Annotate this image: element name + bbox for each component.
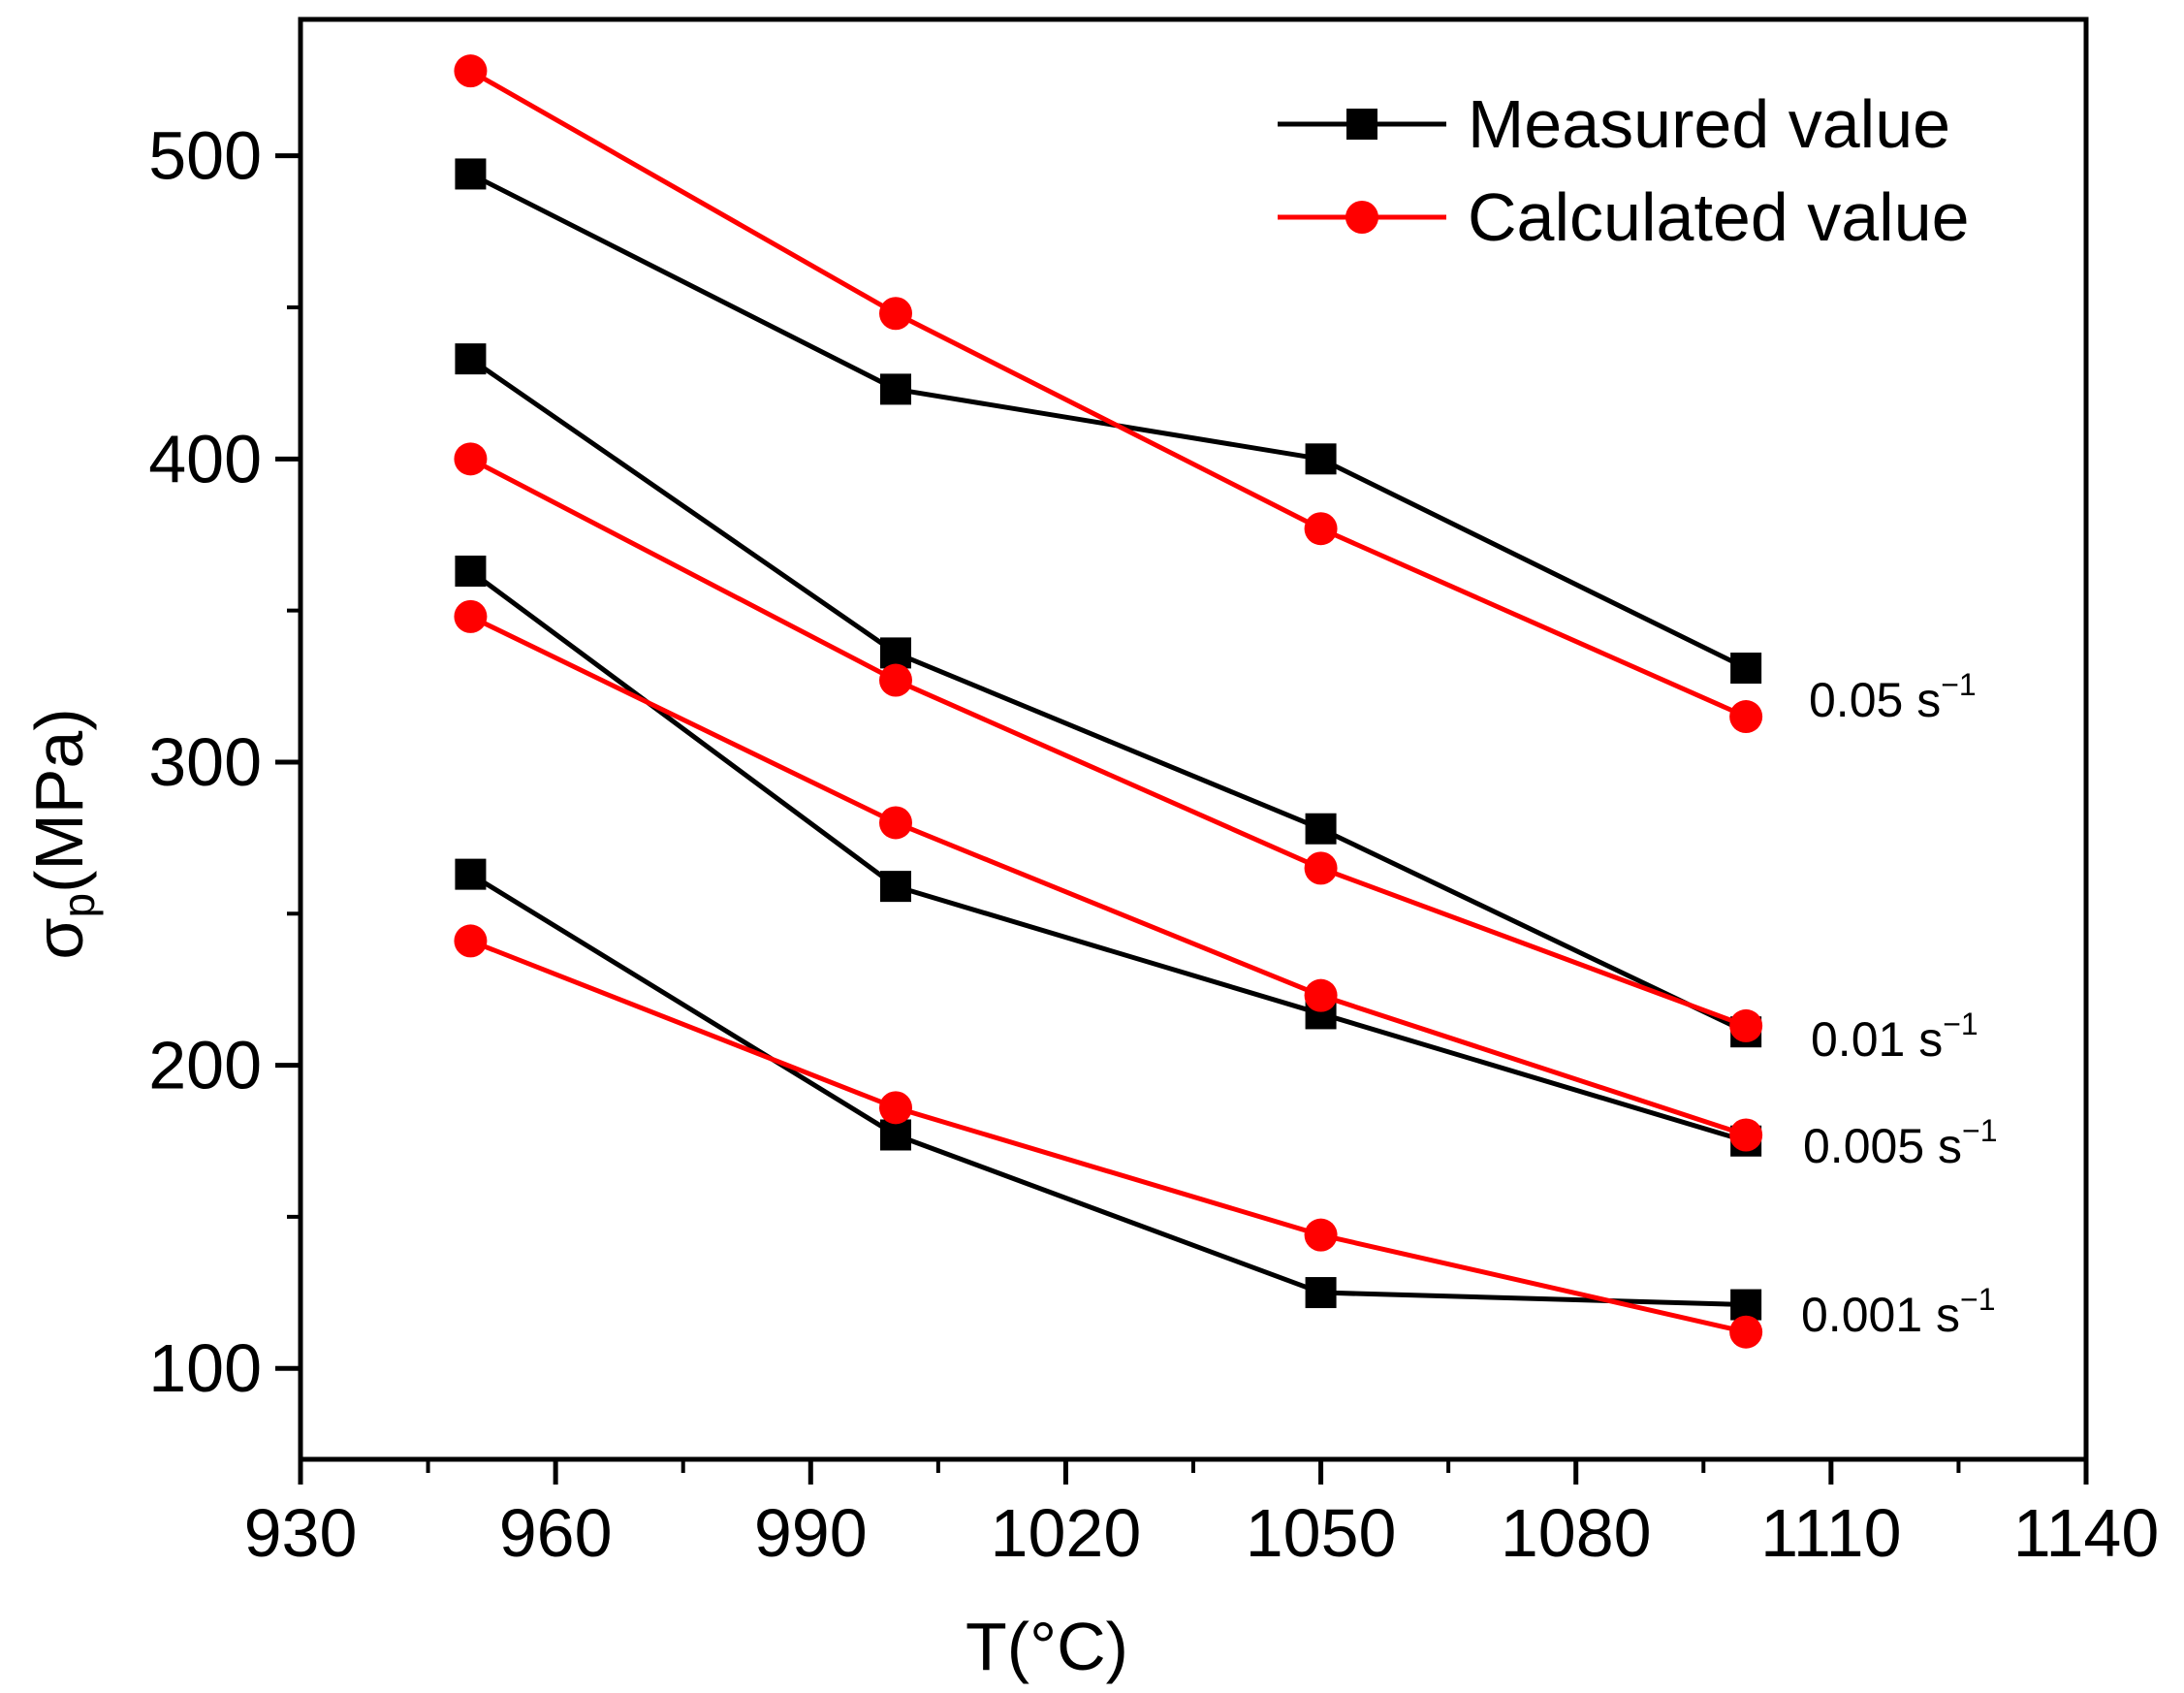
rate-label-0.01: 0.01 s−1	[1811, 1006, 1978, 1067]
data-point-circle	[454, 442, 488, 476]
series-layer	[454, 54, 1763, 1349]
legend: Measured value Calculated value	[1278, 86, 1970, 255]
y-axis-title-rest: (MPa)	[21, 708, 97, 893]
rate-label-0.05-text: 0.05 s	[1809, 673, 1941, 727]
legend-calculated-marker	[1345, 201, 1378, 234]
series-line	[469, 614, 1747, 1137]
rate-label-0.005-text: 0.005 s	[1803, 1119, 1962, 1173]
series-line	[468, 568, 1747, 1144]
x-tick-label: 1140	[2013, 1495, 2160, 1571]
x-tick-label: 990	[754, 1495, 868, 1571]
y-tick-label: 200	[148, 1028, 262, 1103]
data-point-circle	[454, 54, 488, 88]
x-tick-labels: 930 960 990 1020 1050 1080 1110 1140	[244, 1495, 2160, 1571]
data-point-square	[880, 373, 911, 405]
x-tick-label: 1050	[1246, 1495, 1397, 1571]
legend-measured-label: Measured value	[1468, 86, 1950, 162]
x-tick-label: 960	[499, 1495, 613, 1571]
data-point-circle	[879, 297, 912, 331]
data-point-circle	[454, 599, 488, 633]
y-tick-label: 300	[148, 724, 262, 800]
data-point-circle	[1304, 1218, 1338, 1252]
series-measured-0.01	[455, 343, 1762, 1048]
series-line	[469, 68, 1748, 719]
legend-calculated-label: Calculated value	[1468, 179, 1970, 255]
x-axis-title: T(°C)	[965, 1609, 1128, 1684]
series-calculated-0.005	[454, 599, 1763, 1152]
data-point-circle	[1729, 1315, 1763, 1349]
data-point-circle	[879, 663, 912, 697]
series-measured-0.001	[455, 858, 1762, 1321]
series-calculated-0.001	[454, 924, 1763, 1349]
y-tick-label: 500	[148, 118, 262, 194]
data-point-circle	[879, 806, 912, 840]
data-point-circle	[1304, 512, 1338, 546]
axis-ticks	[275, 153, 2089, 1485]
x-tick-label: 930	[244, 1495, 358, 1571]
data-point-square	[1730, 653, 1762, 685]
data-point-square	[455, 555, 487, 587]
data-point-square	[1305, 813, 1337, 845]
data-point-circle	[1304, 978, 1338, 1012]
data-point-circle	[454, 924, 488, 958]
y-axis-title: σp(MPa)	[21, 708, 104, 959]
data-point-circle	[879, 1091, 912, 1125]
x-tick-label: 1110	[1760, 1495, 1901, 1571]
data-point-square	[880, 637, 911, 669]
rate-label-0.001-text: 0.001 s	[1801, 1288, 1960, 1342]
data-point-circle	[1304, 851, 1338, 885]
data-point-square	[880, 871, 911, 903]
data-point-square	[455, 858, 487, 890]
x-tick-label: 1020	[991, 1495, 1142, 1571]
y-tick-label: 100	[148, 1330, 262, 1406]
y-axis-title-main: σ	[21, 917, 97, 959]
rate-label-0.001: 0.001 s−1	[1801, 1282, 1996, 1342]
series-line	[469, 457, 1748, 1029]
data-point-square	[880, 1119, 911, 1151]
series-calculated-0.01	[454, 442, 1763, 1042]
series-line	[469, 357, 1748, 1035]
data-point-square	[1305, 1277, 1337, 1309]
series-measured-0.005	[455, 555, 1762, 1157]
y-tick-label: 400	[148, 421, 262, 496]
rate-label-0.005-sup: −1	[1962, 1113, 1997, 1148]
rate-label-0.01-sup: −1	[1943, 1006, 1978, 1041]
series-line	[469, 872, 1747, 1308]
rate-label-0.05-sup: −1	[1941, 667, 1976, 702]
rate-annotations: 0.05 s−1 0.01 s−1 0.005 s−1 0.001 s−1	[1801, 667, 1998, 1342]
y-axis-title-sub: p	[53, 893, 104, 918]
y-tick-labels: 100 200 300 400 500	[148, 118, 262, 1407]
data-point-circle	[1729, 1008, 1763, 1042]
data-point-circle	[1729, 700, 1763, 734]
rate-label-0.001-sup: −1	[1960, 1282, 1995, 1317]
series-measured-0.05	[455, 158, 1762, 685]
series-line	[469, 172, 1748, 671]
x-tick-label: 1080	[1501, 1495, 1652, 1571]
legend-measured-marker	[1346, 109, 1377, 140]
series-calculated-0.05	[454, 54, 1763, 734]
data-point-square	[455, 343, 487, 375]
data-point-square	[1305, 443, 1337, 475]
rate-label-0.05: 0.05 s−1	[1809, 667, 1977, 727]
data-point-square	[1730, 1289, 1762, 1321]
rate-label-0.01-text: 0.01 s	[1811, 1012, 1943, 1067]
data-point-square	[455, 158, 487, 190]
series-line	[469, 939, 1747, 1335]
rate-label-0.005: 0.005 s−1	[1803, 1113, 1998, 1173]
data-point-circle	[1729, 1118, 1763, 1152]
